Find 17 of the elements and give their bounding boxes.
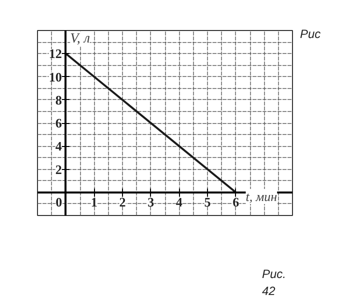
- y-tick-label: 8: [55, 92, 62, 108]
- y-tick-label: 2: [55, 162, 62, 177]
- y-tick-label: 6: [55, 116, 62, 130]
- y-tick-label: 4: [55, 138, 62, 154]
- y-axis-title: V, л: [70, 32, 90, 47]
- x-tick-label: 5: [204, 194, 212, 210]
- x-tick-label: 1: [90, 194, 98, 210]
- y-tick-label: 10: [48, 69, 62, 84]
- x-tick-label: 0: [56, 194, 62, 210]
- text: Рис. 42: [262, 266, 288, 300]
- x-tick-label: 4: [176, 194, 183, 210]
- x-tick-label: 3: [148, 194, 155, 210]
- y-tick-label: 12: [48, 46, 62, 62]
- x-axis-title: t, мин: [246, 188, 278, 204]
- x-tick-label: 2: [119, 194, 126, 210]
- x-tick-label: 6: [232, 194, 240, 210]
- text: Рис: [300, 26, 321, 43]
